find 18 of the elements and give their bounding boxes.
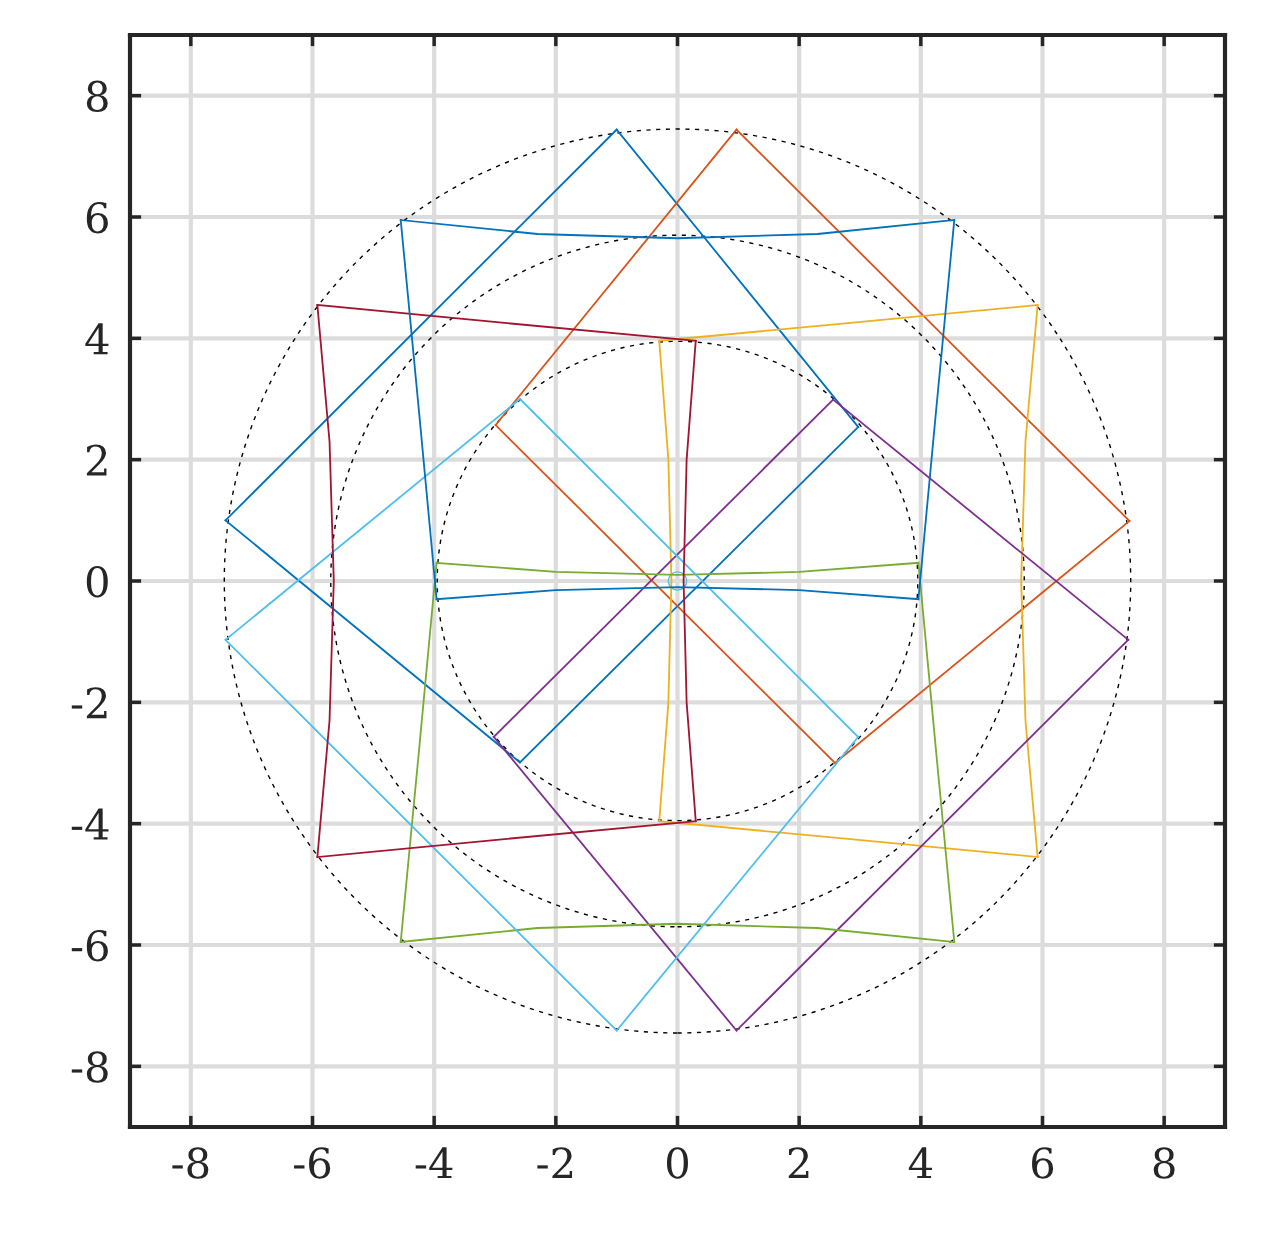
y-tick-label: 2 [86,444,107,476]
y-tick-label: 0 [86,565,108,598]
y-tick-label: 4 [85,323,109,355]
y-tick-label: 8 [86,80,108,113]
x-tick-label: 6 [1032,1147,1054,1179]
y-tick-label: -2 [71,687,107,719]
x-tick-label: -8 [172,1147,209,1179]
x-tick-label: 8 [1153,1147,1175,1179]
x-tick-label: 4 [908,1147,932,1179]
x-tick-label: -2 [537,1147,573,1179]
y-tick-label: -8 [71,1051,108,1083]
x-tick-label: -6 [294,1147,331,1179]
y-tick-label: -4 [71,808,109,840]
y-tick-label: -6 [71,929,108,962]
x-tick-label: 2 [788,1147,809,1179]
x-tick-label: -4 [415,1147,453,1179]
y-tick-label: 6 [86,201,108,234]
x-tick-label: 0 [666,1147,688,1179]
